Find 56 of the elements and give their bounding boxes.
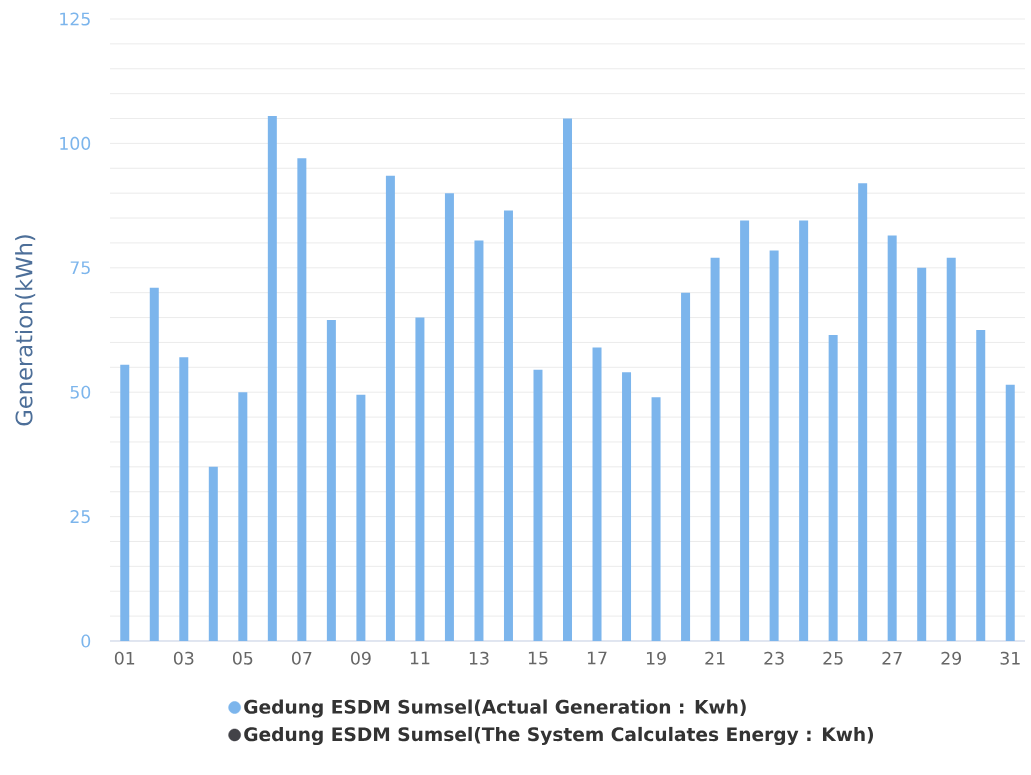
bar	[326, 320, 336, 641]
y-tick-label: 100	[60, 136, 91, 150]
y-tick-label: 0	[81, 634, 91, 648]
y-tick-label: 75	[70, 261, 90, 275]
bar	[238, 392, 248, 641]
bar	[887, 235, 897, 641]
bar	[297, 158, 307, 641]
bar	[179, 357, 189, 641]
bar	[385, 175, 395, 641]
bar	[444, 193, 454, 641]
x-tick-label: 01	[114, 651, 135, 665]
x-tick-label: 11	[410, 651, 430, 665]
bar	[415, 317, 425, 641]
bar	[858, 183, 868, 641]
bar	[681, 292, 691, 641]
bar	[946, 257, 956, 641]
x-tick-label: 03	[173, 651, 194, 665]
x-tick-label: 09	[351, 651, 371, 665]
bar	[740, 220, 750, 641]
bar	[267, 116, 277, 641]
x-tick-label: 15	[528, 651, 548, 665]
x-tick-label: 19	[646, 651, 666, 665]
bar	[1005, 384, 1015, 641]
x-tick-label: 05	[232, 651, 253, 665]
y-tick-label: 50	[70, 385, 91, 399]
bar	[208, 466, 218, 641]
x-tick-label: 17	[587, 651, 607, 665]
y-tick-label: 25	[70, 510, 90, 524]
x-tick-label: 27	[882, 651, 902, 665]
bar	[474, 240, 484, 641]
x-tick-label: 23	[764, 651, 784, 665]
bar	[149, 287, 159, 641]
bar	[710, 257, 720, 641]
bar	[356, 394, 366, 641]
bar	[799, 220, 809, 641]
bar	[622, 372, 632, 641]
x-tick-label: 31	[1000, 651, 1020, 665]
legend-label: Gedung ESDM Sumsel(Actual Generation : Kwh)	[244, 699, 746, 718]
bar	[828, 334, 838, 641]
bar	[976, 329, 986, 641]
bar	[651, 397, 661, 641]
bar	[120, 364, 130, 641]
x-tick-label: 25	[823, 651, 843, 665]
x-tick-label: 29	[941, 651, 961, 665]
bar	[917, 267, 927, 641]
bar	[503, 210, 513, 641]
bar	[769, 250, 779, 641]
x-tick-label: 21	[705, 651, 725, 665]
bar	[592, 347, 602, 641]
bar	[533, 369, 543, 641]
y-tick-label: 125	[60, 12, 90, 26]
y-axis-title: Generation(kWh)	[15, 235, 36, 426]
bar	[563, 118, 573, 641]
x-tick-label: 13	[469, 651, 489, 665]
x-tick-label: 07	[292, 651, 312, 665]
legend-label: Gedung ESDM Sumsel(The System Calculates Energy : Kwh)	[244, 726, 874, 746]
